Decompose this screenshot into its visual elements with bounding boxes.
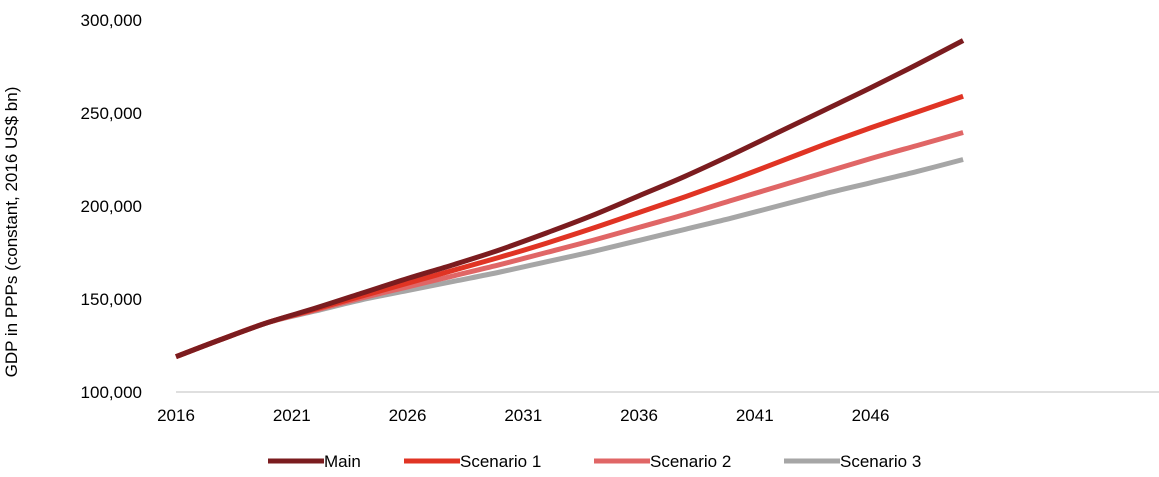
legend-label: Main: [324, 452, 361, 471]
x-tick-label: 2021: [273, 406, 311, 425]
legend-label: Scenario 2: [650, 452, 731, 471]
y-tick-label: 100,000: [81, 383, 142, 402]
legend-label: Scenario 3: [840, 452, 921, 471]
y-tick-label: 150,000: [81, 290, 142, 309]
x-tick-label: 2041: [736, 406, 774, 425]
legend-label: Scenario 1: [460, 452, 541, 471]
series-line-main: [175, 38, 965, 360]
y-axis-label: GDP in PPPs (constant, 2016 US$ bn): [2, 87, 21, 378]
y-tick-label: 300,000: [81, 11, 142, 30]
series-line-scenario-2: [175, 130, 964, 360]
series-lines: [175, 38, 965, 360]
x-tick-label: 2031: [504, 406, 542, 425]
y-tick-label: 200,000: [81, 197, 142, 216]
y-tick-label: 250,000: [81, 104, 142, 123]
x-tick-label: 2046: [852, 406, 890, 425]
x-tick-label: 2036: [620, 406, 658, 425]
legend: Main Scenario 1 Scenario 2 Scenario 3: [268, 452, 921, 471]
y-axis: 100,000 150,000 200,000 250,000 300,000: [81, 11, 142, 402]
x-tick-label: 2026: [389, 406, 427, 425]
x-tick-label: 2016: [157, 406, 195, 425]
x-axis: 2016 2021 2026 2031 2036 2041 2046: [157, 391, 1159, 425]
series-line-scenario-3: [175, 157, 964, 360]
